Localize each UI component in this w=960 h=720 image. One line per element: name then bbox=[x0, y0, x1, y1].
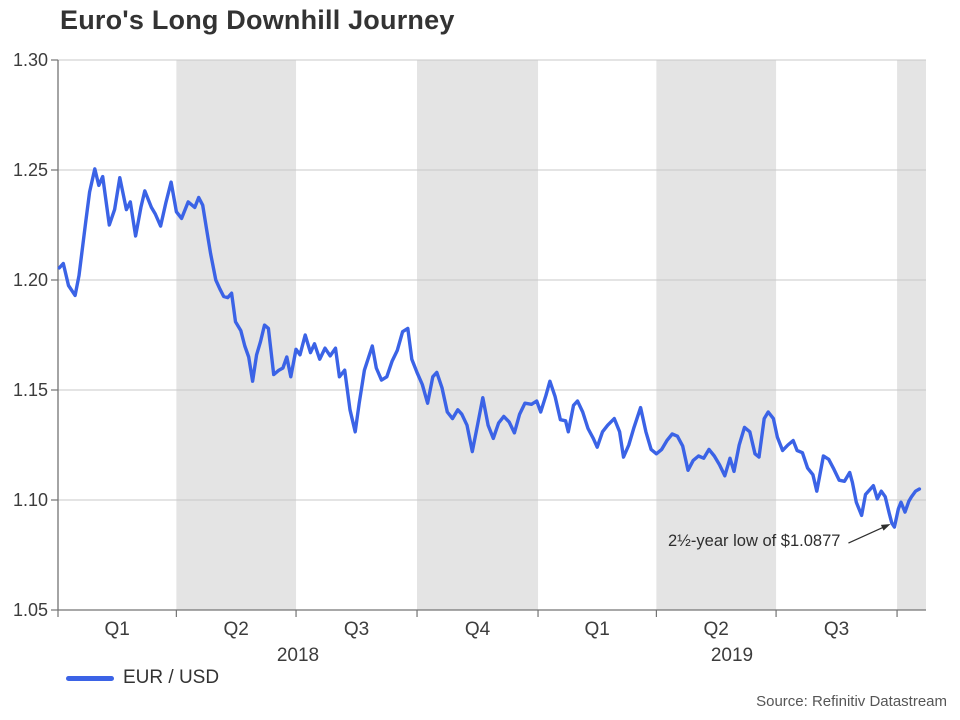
y-axis-label: 1.30 bbox=[12, 50, 48, 70]
x-axis-label: Q4 bbox=[464, 619, 491, 640]
y-axis-label: 1.15 bbox=[12, 380, 48, 400]
page-title: Euro's Long Downhill Journey bbox=[60, 5, 455, 35]
legend-label: EUR / USD bbox=[123, 667, 220, 688]
x-axis-label: Q1 bbox=[584, 619, 610, 640]
x-axis-label: Q3 bbox=[343, 619, 370, 640]
annotation-label: 2½-year low of $1.0877 bbox=[667, 532, 841, 551]
quarter-band bbox=[176, 60, 297, 610]
quarter-band bbox=[656, 60, 777, 610]
quarter-band bbox=[417, 60, 539, 610]
y-axis-label: 1.10 bbox=[12, 490, 48, 510]
x-axis-label: Q2 bbox=[703, 619, 729, 640]
x-axis-label: Q2 bbox=[223, 619, 249, 640]
y-axis-label: 1.25 bbox=[12, 160, 48, 180]
quarter-band bbox=[897, 60, 926, 610]
y-axis-label: 1.05 bbox=[12, 600, 48, 620]
annotation-arrow bbox=[848, 526, 885, 544]
y-axis-label: 1.20 bbox=[12, 270, 48, 290]
source-note: Source: Refinitiv Datastream bbox=[756, 693, 947, 710]
legend: EUR / USD bbox=[66, 665, 219, 691]
annotation-arrowhead bbox=[880, 524, 891, 531]
x-axis-label: Q1 bbox=[104, 619, 130, 640]
price-line bbox=[57, 167, 922, 529]
x-axis-label: Q3 bbox=[823, 619, 850, 640]
year-label: 2019 bbox=[710, 645, 754, 666]
legend-line-swatch bbox=[66, 675, 114, 681]
year-label: 2018 bbox=[276, 645, 320, 666]
